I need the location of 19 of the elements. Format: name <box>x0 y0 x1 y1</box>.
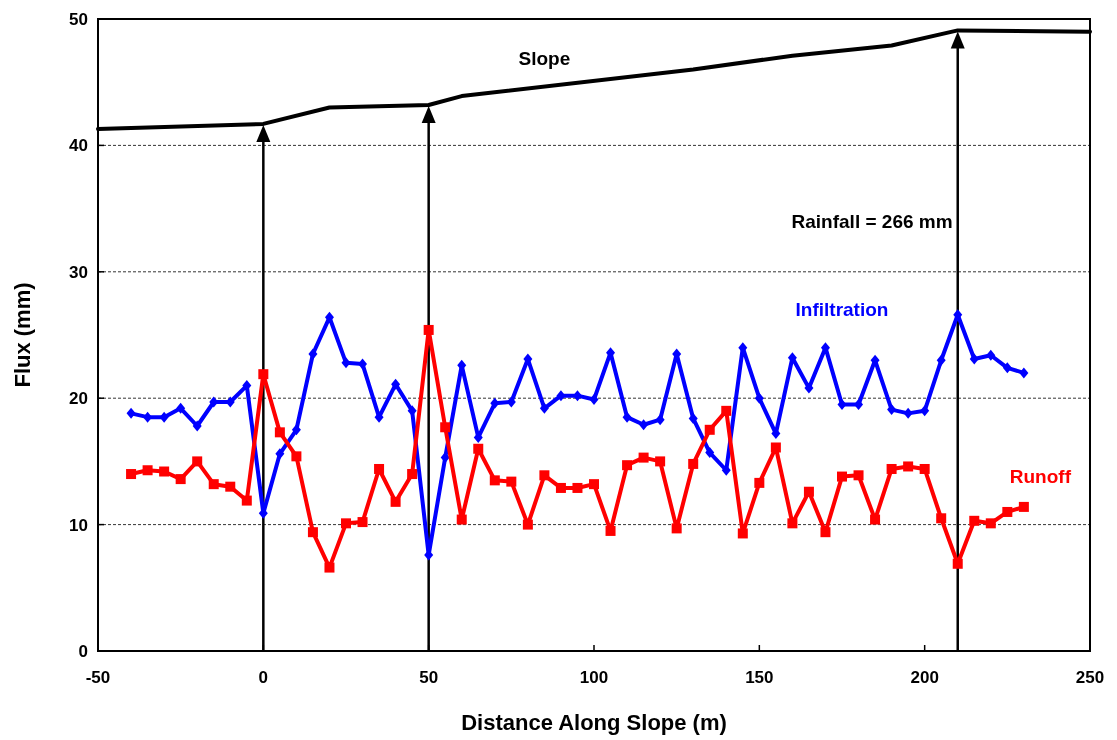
series-label: Slope <box>518 47 571 69</box>
series-label: Runoff <box>1009 465 1072 487</box>
x-tick-label: -50 <box>85 668 111 687</box>
y-tick-label: 50 <box>69 9 88 29</box>
y-axis-title: Flux (mm) <box>10 282 35 388</box>
y-tick-label: 20 <box>69 389 88 409</box>
y-tick-label: 30 <box>69 262 88 282</box>
annotation: Rainfall = 266 mm <box>791 211 953 233</box>
y-tick-label: 0 <box>78 641 88 661</box>
x-tick-label: 50 <box>419 668 439 687</box>
y-tick-label: 40 <box>69 136 88 156</box>
x-tick-label: 150 <box>745 668 774 687</box>
x-tick-label: 0 <box>258 668 269 687</box>
x-tick-label: 200 <box>910 668 939 687</box>
x-tick-label: 100 <box>579 668 609 687</box>
x-axis-title: Distance Along Slope (m) <box>461 710 727 735</box>
y-tick-label: 10 <box>69 515 88 535</box>
x-tick-label: 250 <box>1075 668 1105 687</box>
series-label: Infiltration <box>795 299 889 321</box>
